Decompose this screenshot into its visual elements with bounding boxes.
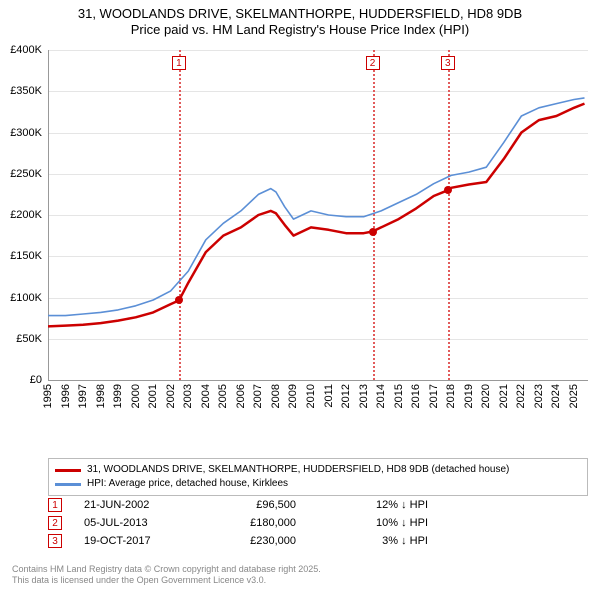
title-line-1: 31, WOODLANDS DRIVE, SKELMANTHORPE, HUDD… [78,6,522,21]
chart-title: 31, WOODLANDS DRIVE, SKELMANTHORPE, HUDD… [0,0,600,41]
ytick-label: £0 [2,374,42,386]
xtick-label: 2007 [252,384,264,408]
xtick-label: 2025 [568,384,580,408]
footer-line-1: Contains HM Land Registry data © Crown c… [12,564,321,574]
xtick-label: 2015 [393,384,405,408]
series-svg [48,50,588,380]
xtick-label: 2013 [358,384,370,408]
xtick-label: 2009 [287,384,299,408]
xtick-label: 2001 [147,384,159,408]
legend-swatch [55,469,81,472]
sale-point [444,186,452,194]
event-diff: 3% ↓ HPI [318,535,428,547]
legend-swatch [55,483,81,486]
legend-label: 31, WOODLANDS DRIVE, SKELMANTHORPE, HUDD… [87,463,509,477]
sale-point [369,228,377,236]
event-table: 1 21-JUN-2002 £96,500 12% ↓ HPI 2 05-JUL-2013… [48,498,588,552]
xtick-label: 1996 [60,384,72,408]
event-row: 1 21-JUN-2002 £96,500 12% ↓ HPI [48,498,588,512]
xtick-label: 2022 [515,384,527,408]
ytick-label: £350K [2,85,42,97]
xtick-label: 1999 [112,384,124,408]
ytick-label: £400K [2,44,42,56]
x-axis-line [48,380,588,381]
xtick-label: 2016 [410,384,422,408]
xtick-label: 2003 [182,384,194,408]
event-date: 19-OCT-2017 [84,535,184,547]
event-price: £96,500 [206,499,296,511]
event-date: 21-JUN-2002 [84,499,184,511]
series-line-hpi [48,98,585,316]
xtick-label: 2004 [200,384,212,408]
legend-row: HPI: Average price, detached house, Kirk… [55,477,581,491]
chart-area: £0 £50K £100K £150K £200K £250K £300K £350K £400… [0,44,600,424]
xtick-label: 2011 [323,384,335,408]
title-line-2: Price paid vs. HM Land Registry's House … [131,22,469,37]
xtick-label: 2023 [533,384,545,408]
xtick-label: 2017 [428,384,440,408]
ytick-label: £200K [2,209,42,221]
xtick-label: 2018 [445,384,457,408]
xtick-label: 2002 [165,384,177,408]
xtick-label: 2012 [340,384,352,408]
xtick-label: 2021 [498,384,510,408]
event-number-box: 2 [48,516,62,530]
legend-label: HPI: Average price, detached house, Kirk… [87,477,288,491]
plot-area: £0£50K£100K£150K£200K£250K£300K£350K£400… [48,50,588,380]
xtick-label: 1995 [42,384,54,408]
event-diff: 10% ↓ HPI [318,517,428,529]
event-date: 05-JUL-2013 [84,517,184,529]
xtick-label: 2010 [305,384,317,408]
ytick-label: £150K [2,250,42,262]
event-number-box: 3 [48,534,62,548]
event-row: 2 05-JUL-2013 £180,000 10% ↓ HPI [48,516,588,530]
xtick-label: 2019 [463,384,475,408]
ytick-label: £50K [2,333,42,345]
legend: 31, WOODLANDS DRIVE, SKELMANTHORPE, HUDD… [48,458,588,496]
xtick-label: 2020 [480,384,492,408]
footer-line-2: This data is licensed under the Open Gov… [12,575,266,585]
xtick-label: 1997 [77,384,89,408]
event-number-box: 1 [48,498,62,512]
sale-point [175,296,183,304]
xtick-label: 2014 [375,384,387,408]
footer-attribution: Contains HM Land Registry data © Crown c… [12,564,588,587]
xtick-label: 2024 [550,384,562,408]
ytick-label: £250K [2,168,42,180]
xtick-label: 1998 [95,384,107,408]
legend-row: 31, WOODLANDS DRIVE, SKELMANTHORPE, HUDD… [55,463,581,477]
xtick-label: 2005 [217,384,229,408]
event-row: 3 19-OCT-2017 £230,000 3% ↓ HPI [48,534,588,548]
event-price: £230,000 [206,535,296,547]
xtick-label: 2006 [235,384,247,408]
series-line-price_paid [48,104,585,327]
event-price: £180,000 [206,517,296,529]
ytick-label: £300K [2,127,42,139]
event-diff: 12% ↓ HPI [318,499,428,511]
xtick-label: 2000 [130,384,142,408]
xtick-label: 2008 [270,384,282,408]
ytick-label: £100K [2,292,42,304]
page-root: 31, WOODLANDS DRIVE, SKELMANTHORPE, HUDD… [0,0,600,590]
